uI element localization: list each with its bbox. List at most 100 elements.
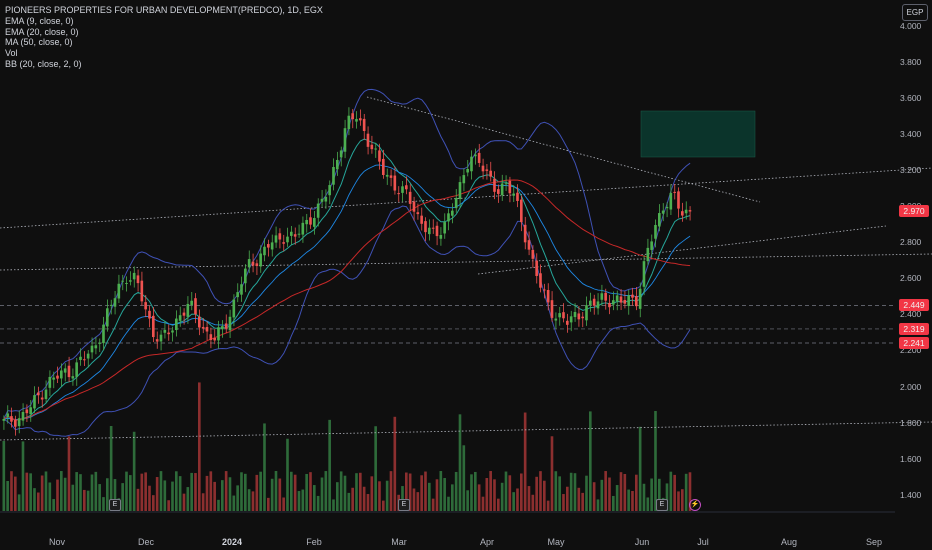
- candle-body: [688, 210, 692, 212]
- price-tick-label: 2.000: [900, 381, 922, 392]
- candle-body: [40, 397, 44, 400]
- candle-body: [152, 315, 155, 338]
- candle-body: [286, 236, 289, 243]
- volume-bar: [497, 498, 500, 511]
- volume-bar: [481, 496, 485, 511]
- volume-bar: [604, 471, 607, 511]
- bb-upper-line: [3, 88, 691, 420]
- volume-bar: [466, 490, 469, 511]
- candle-body: [113, 298, 117, 307]
- volume-bar: [477, 484, 481, 511]
- candle-body: [293, 234, 297, 237]
- volume-bar: [313, 485, 316, 511]
- candle-body: [393, 175, 397, 191]
- volume-bar: [443, 478, 446, 511]
- volume-bar: [612, 495, 615, 511]
- dividend-flash-icon[interactable]: ⚡: [689, 499, 701, 511]
- candle-body: [144, 302, 147, 310]
- bb-lower-line: [3, 205, 691, 437]
- candle-body: [397, 193, 400, 195]
- price-tick-label: 1.800: [900, 417, 922, 428]
- candle-body: [217, 327, 220, 341]
- candle-body: [546, 290, 550, 303]
- volume-bar: [29, 473, 32, 511]
- symbol-title[interactable]: PIONEERS PROPERTIES FOR URBAN DEVELOPMEN…: [5, 5, 323, 15]
- candle-body: [278, 233, 282, 240]
- chart-grid: [0, 305, 895, 344]
- volume-bar: [359, 472, 362, 511]
- volume-bar: [451, 484, 454, 511]
- candle-body: [90, 345, 94, 353]
- candle-body: [661, 210, 665, 214]
- volume-bar: [2, 441, 6, 511]
- indicator-vol[interactable]: Vol: [5, 48, 18, 59]
- candle-body: [270, 242, 274, 250]
- price-marker-label: 2.319: [899, 322, 929, 335]
- candle-body: [681, 211, 684, 216]
- time-tick-label: Mar: [391, 537, 407, 547]
- candle-body: [63, 368, 67, 373]
- candle-body: [665, 206, 669, 209]
- candle-body: [201, 326, 205, 329]
- candle-body: [684, 209, 688, 214]
- indicator-ema20[interactable]: EMA (20, close, 0): [5, 26, 79, 37]
- volume-bar: [569, 472, 573, 511]
- candle-body: [523, 224, 527, 243]
- volume-bar: [121, 483, 124, 511]
- volume-bar: [454, 471, 458, 511]
- candle-body: [615, 295, 619, 302]
- volume-bar: [44, 471, 48, 511]
- volume-bar: [67, 436, 71, 511]
- candle-body: [604, 292, 607, 301]
- candle-body: [48, 376, 52, 388]
- volume-bar: [374, 426, 377, 511]
- volume-bar: [163, 480, 167, 511]
- candle-body: [351, 113, 354, 120]
- candle-body: [466, 168, 469, 173]
- ema20-line: [3, 164, 691, 420]
- earnings-event-icon[interactable]: E: [398, 499, 410, 511]
- earnings-event-icon[interactable]: E: [109, 499, 121, 511]
- price-tick-label: 1.400: [900, 489, 922, 500]
- indicator-bb[interactable]: BB (20, close, 2, 0): [5, 58, 82, 69]
- price-marker-label: 2.449: [899, 299, 929, 312]
- candle-body: [489, 170, 492, 177]
- candle-body: [677, 191, 680, 209]
- candle-body: [129, 280, 132, 282]
- volume-bar: [328, 419, 331, 511]
- volume-bar: [52, 499, 55, 511]
- candle-body: [29, 407, 32, 415]
- candle-body: [10, 416, 13, 422]
- candle-body: [109, 304, 113, 306]
- volume-bar: [255, 474, 259, 511]
- indicator-ma50[interactable]: MA (50, close, 0): [5, 37, 73, 48]
- candle-body: [33, 395, 36, 409]
- time-tick-label: Jun: [634, 537, 650, 547]
- candle-body: [98, 342, 101, 344]
- volume-bar: [25, 472, 29, 511]
- candle-body: [405, 185, 408, 190]
- candle-body: [592, 298, 596, 306]
- volume-bar: [355, 473, 358, 511]
- volume-bar: [140, 473, 144, 511]
- time-tick-label: Jul: [697, 537, 709, 547]
- candle-body: [132, 272, 136, 280]
- volume-bar: [48, 482, 52, 511]
- time-tick-label: Aug: [780, 537, 798, 547]
- volume-bar: [658, 478, 661, 511]
- volume-bar: [382, 500, 385, 511]
- earnings-event-icon[interactable]: E: [656, 499, 668, 511]
- volume-bar: [274, 471, 278, 511]
- candle-body: [60, 370, 63, 379]
- currency-button[interactable]: EGP: [902, 4, 928, 21]
- candle-body: [178, 315, 182, 321]
- candle-body: [136, 275, 140, 284]
- volume-bar: [63, 477, 67, 511]
- candle-body: [654, 224, 657, 239]
- volume-bar: [493, 479, 496, 511]
- candle-body: [83, 359, 86, 361]
- indicator-ema9[interactable]: EMA (9, close, 0): [5, 15, 74, 26]
- volume-bar: [14, 476, 17, 511]
- volume-bar: [83, 489, 86, 511]
